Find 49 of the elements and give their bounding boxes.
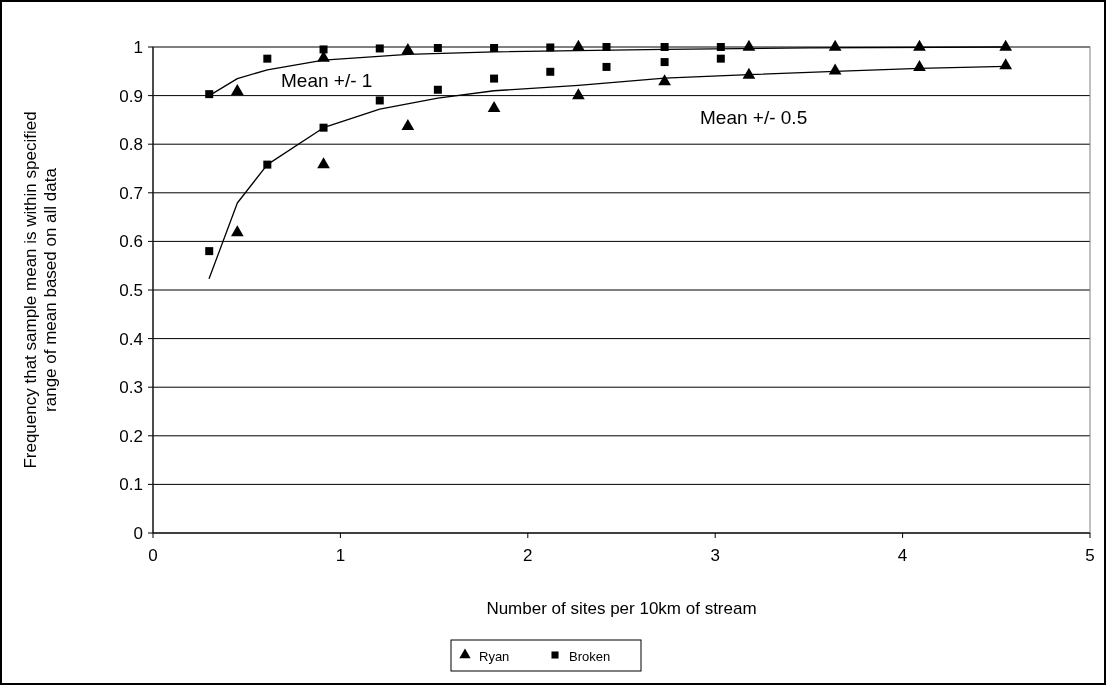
- x-tick-label: 5: [1085, 546, 1095, 565]
- point: [230, 83, 244, 95]
- point: [317, 157, 330, 169]
- point: [401, 43, 415, 55]
- point: [742, 39, 756, 51]
- point: [205, 90, 214, 99]
- point: [828, 39, 842, 51]
- point: [913, 39, 926, 51]
- x-tick-label: 1: [335, 546, 346, 565]
- point: [999, 58, 1013, 70]
- x-tick-label: 3: [710, 546, 720, 565]
- y-tick-label: 0.6: [119, 232, 143, 252]
- point: [375, 44, 384, 53]
- y-tick-label: 0.8: [119, 135, 143, 155]
- y-tick-label: 0: [133, 523, 143, 543]
- point: [263, 54, 272, 63]
- y-tick-label: 0.9: [119, 86, 143, 106]
- point: [487, 100, 501, 112]
- point: [490, 74, 499, 83]
- x-tick-label: 0: [148, 546, 158, 565]
- point: [742, 67, 756, 79]
- y-tick-label: 0.4: [119, 329, 143, 349]
- point: [319, 45, 328, 54]
- x-tick-label: 2: [523, 546, 533, 565]
- point: [546, 67, 555, 76]
- x-tick-label: 4: [897, 546, 908, 565]
- y-tick-label: 1: [133, 37, 143, 57]
- point: [716, 54, 725, 63]
- y-tick-label: 0.2: [119, 426, 143, 446]
- y-axis-title: Frequency that sample mean is within specified range of mean based on all data: [21, 111, 60, 469]
- point: [999, 39, 1013, 51]
- y-tick-label: 0.3: [119, 378, 143, 398]
- point: [660, 58, 669, 67]
- point: [401, 118, 415, 130]
- point: [572, 88, 585, 100]
- point: [230, 225, 244, 237]
- legend-label: Ryan: [479, 648, 510, 664]
- legend-label: Broken: [569, 648, 611, 664]
- y-tick-label: 0.5: [119, 280, 143, 300]
- point: [205, 247, 214, 256]
- annotation: Mean +/- 1: [281, 69, 373, 91]
- y-tick-label: 0.1: [119, 475, 143, 495]
- point: [602, 62, 611, 71]
- point: [433, 85, 442, 94]
- x-axis-title: Number of sites per 10km of stream: [486, 599, 757, 618]
- annotation: Mean +/- 0.5: [700, 106, 808, 128]
- y-tick-label: 0.7: [119, 183, 143, 203]
- point: [375, 96, 384, 105]
- point: [433, 43, 442, 52]
